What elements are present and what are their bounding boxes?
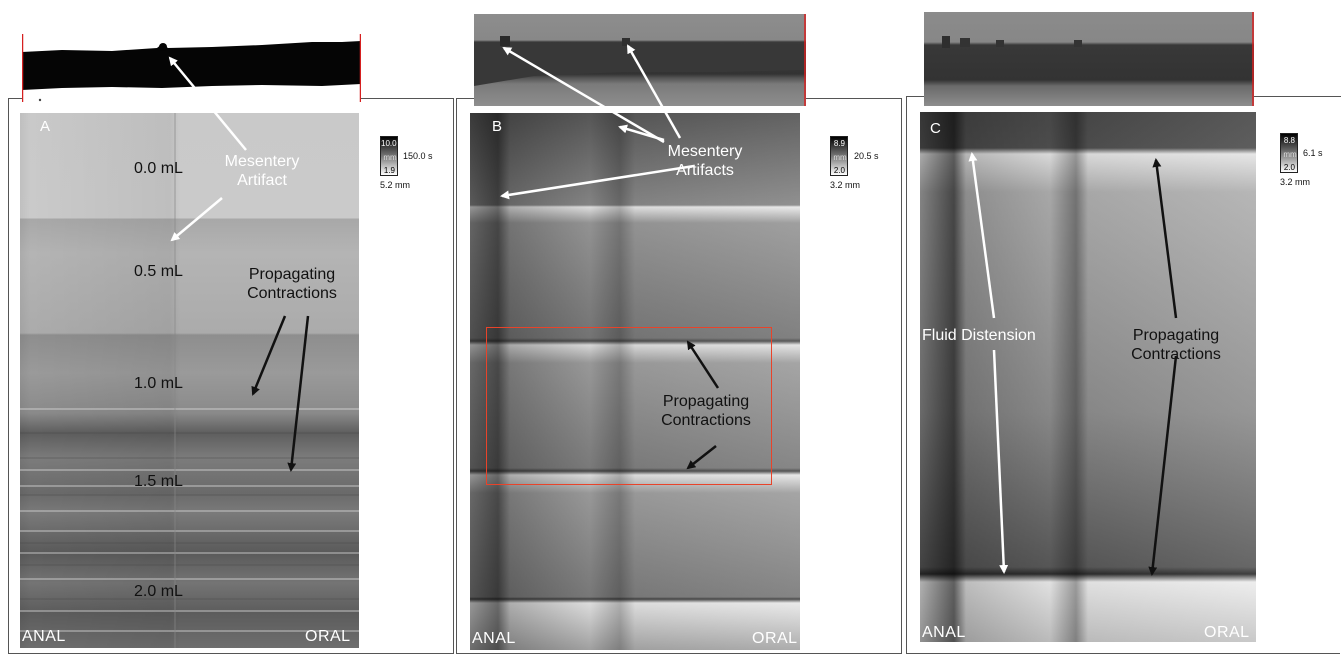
panel-c-intestine-strip xyxy=(924,12,1254,106)
annotation-line-1: Propagating xyxy=(662,393,750,410)
panel-a-frame-top xyxy=(8,98,22,99)
highlight-box xyxy=(486,327,772,485)
volume-label-4: 2.0 mL xyxy=(134,583,183,600)
panel-a-oral-label: ORAL xyxy=(305,628,351,645)
arrow-b-contraction-1 xyxy=(686,340,720,389)
panel-b-oral-label: ORAL xyxy=(752,630,798,647)
panel-b-frame xyxy=(456,98,902,654)
arrow-b-mesentery-2 xyxy=(626,44,682,139)
arrow-c-distension-up xyxy=(968,152,996,319)
panel-b-anal-label: ANAL xyxy=(472,630,516,647)
panel-c-oral-label: ORAL xyxy=(1204,624,1250,641)
panel-a-letter: A xyxy=(40,118,51,135)
panel-a-contractions-annotation: Propagating Contractions xyxy=(232,265,352,303)
annotation-line-2: Artifact xyxy=(237,172,287,189)
scale-max: 10.0 xyxy=(381,139,397,148)
annotation-line-2: Contractions xyxy=(1131,346,1221,363)
scale-size: 5.2 mm xyxy=(380,180,411,190)
panel-c-frame-top-right xyxy=(1254,96,1341,97)
arrow-c-contraction-up xyxy=(1152,158,1178,319)
panel-b-contractions-annotation: Propagating Contractions xyxy=(646,392,766,430)
panel-c-frame-top-left xyxy=(906,96,924,97)
volume-label-1: 0.5 mL xyxy=(134,263,183,280)
panel-b-frame-top-left xyxy=(456,98,474,99)
arrow-b-mesentery-1 xyxy=(502,46,665,144)
scale-colorbar: 8.9 mm 2.0 xyxy=(830,136,848,176)
panel-a-anal-label: ANAL xyxy=(22,628,66,645)
panel-c-kymograph xyxy=(920,112,1256,642)
scale-colorbar: 10.0 mm 1.9 xyxy=(380,136,398,176)
volume-label-0: 0.0 mL xyxy=(134,160,183,177)
arrow-a-mesentery-down xyxy=(170,197,223,242)
annotation-line-1: Propagating xyxy=(248,266,336,283)
scale-colorbar: 8.8 mm 2.0 xyxy=(1280,133,1298,173)
arrow-c-contraction-down xyxy=(1148,355,1178,576)
panel-c-frame xyxy=(906,96,1340,654)
annotation-line-2: Contractions xyxy=(661,412,751,429)
arrow-a-contraction-1 xyxy=(251,315,287,396)
arrow-a-contraction-2 xyxy=(287,315,310,472)
arrow-b-mesentery-4 xyxy=(500,164,695,200)
scale-time: 6.1 s xyxy=(1303,148,1323,158)
scale-max: 8.9 xyxy=(833,139,845,148)
panel-a-kymograph xyxy=(20,113,359,648)
volume-label-2: 1.0 mL xyxy=(134,375,183,392)
panel-c-letter: C xyxy=(930,120,941,137)
panel-a-frame xyxy=(8,98,454,654)
panel-c-distension-annotation: Fluid Distension xyxy=(922,327,1036,344)
annotation-line-1: Mesentery xyxy=(224,153,300,170)
annotation-line-1: Mesentery xyxy=(667,143,743,160)
panel-b-kymograph xyxy=(470,113,800,650)
scale-min: 2.0 xyxy=(1283,163,1295,172)
scale-min: 1.9 xyxy=(383,166,395,175)
annotation-line-1: Propagating xyxy=(1132,327,1220,344)
annotation-line-2: Contractions xyxy=(247,285,337,302)
scale-size: 3.2 mm xyxy=(830,180,861,190)
scale-unit: mm xyxy=(1283,150,1297,159)
panel-c-contractions-annotation: Propagating Contractions xyxy=(1116,326,1236,364)
scale-unit: mm xyxy=(383,153,397,162)
arrow-c-distension-down xyxy=(992,349,1009,574)
arrow-b-mesentery-3 xyxy=(618,124,665,142)
arrow-a-mesentery-up xyxy=(168,56,247,151)
scale-max: 8.8 xyxy=(1283,136,1295,145)
panel-a-intestine-strip xyxy=(21,34,362,102)
scale-time: 20.5 s xyxy=(854,151,879,161)
panel-a-frame-top-right xyxy=(360,98,454,99)
scale-time: 150.0 s xyxy=(403,151,433,161)
panel-b-intestine-strip xyxy=(474,14,806,106)
scale-size: 3.2 mm xyxy=(1280,177,1311,187)
panel-a-mesentery-annotation: Mesentery Artifact xyxy=(212,152,312,190)
volume-label-3: 1.5 mL xyxy=(134,473,183,490)
panel-b-letter: B xyxy=(492,118,503,135)
arrow-b-contraction-2 xyxy=(686,445,717,470)
scale-min: 2.0 xyxy=(833,166,845,175)
panel-c-anal-label: ANAL xyxy=(922,624,966,641)
scale-unit: mm xyxy=(833,153,847,162)
panel-b-frame-top-right xyxy=(806,98,902,99)
